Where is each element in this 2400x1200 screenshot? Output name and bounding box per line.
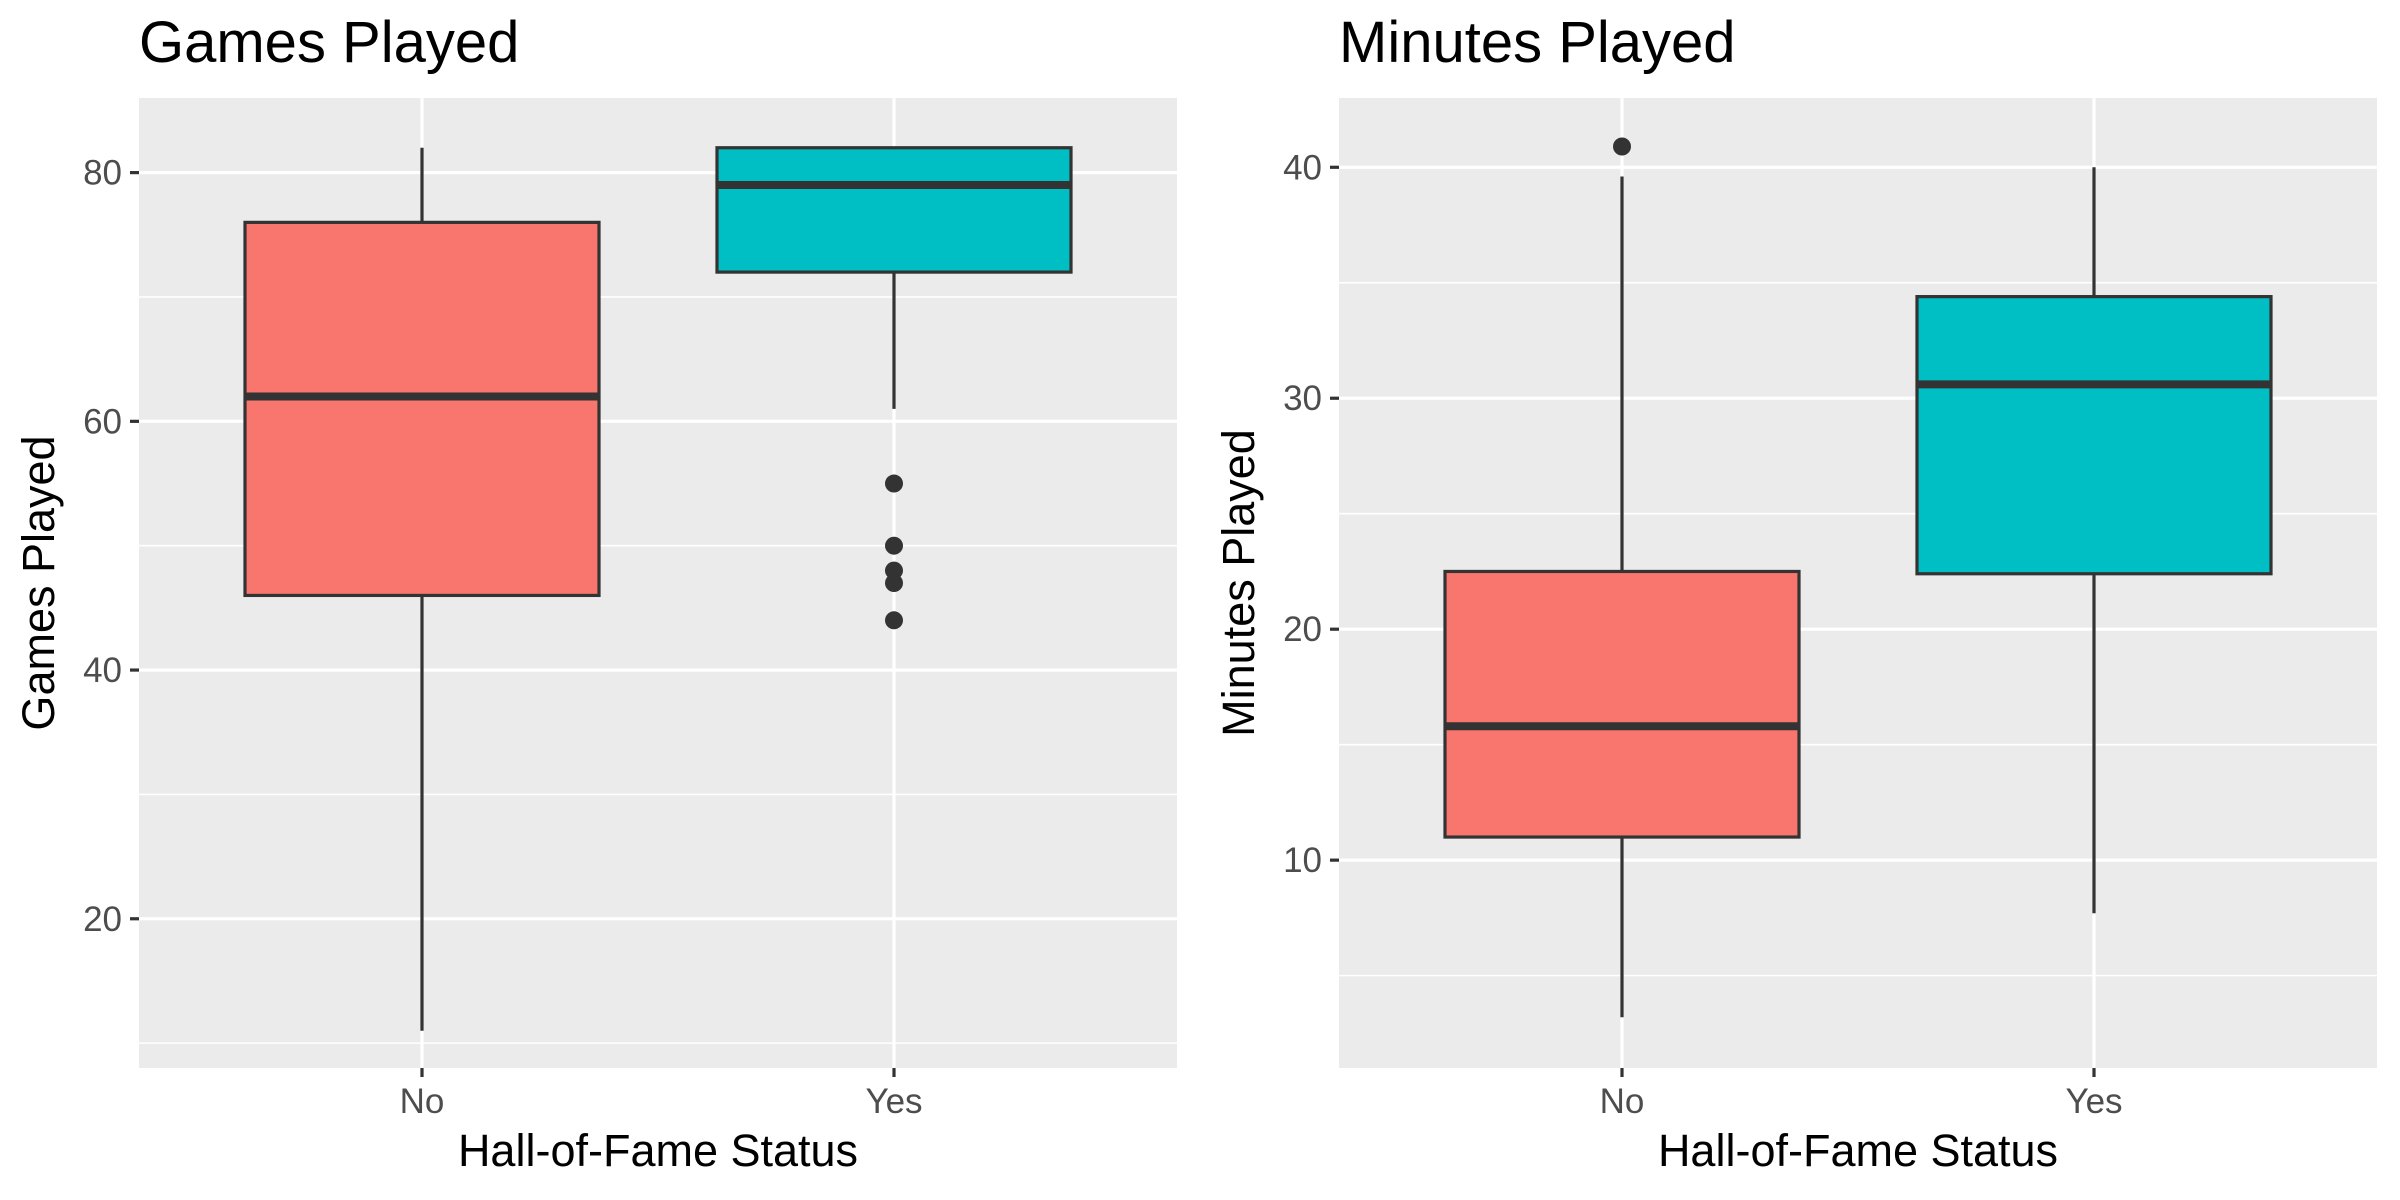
games-played-x-tick-label-yes: Yes [865, 1082, 922, 1121]
minutes-played-panel: Minutes Played 10 20 30 40 No Yes Hall-of-Fam… [1213, 10, 2377, 1176]
games-played-title: Games Played [139, 10, 519, 75]
games-played-y-axis-title: Games Played [13, 435, 64, 730]
games-played-yes-outlier-point [885, 474, 903, 493]
games-played-yes-outlier-point [885, 611, 903, 630]
games-played-yes-outlier-point [885, 561, 903, 580]
games-played-axes: 20 40 60 80 No Yes [83, 154, 922, 1121]
minutes-played-no-outlier-point [1613, 137, 1631, 156]
minutes-played-y-tick-label: 20 [1283, 610, 1322, 649]
games-played-yes-outlier-point [885, 536, 903, 555]
minutes-played-x-tick-label-yes: Yes [2065, 1082, 2122, 1121]
minutes-played-no-box [1443, 569, 1801, 839]
minutes-played-x-axis-title: Hall-of-Fame Status [1658, 1125, 2058, 1176]
minutes-played-boxes [1443, 137, 2273, 1018]
minutes-played-y-tick-label: 40 [1283, 148, 1322, 187]
games-played-boxes [243, 146, 1073, 1031]
games-played-x-tick-label-no: No [400, 1082, 445, 1121]
games-played-y-tick-label: 80 [83, 154, 122, 193]
minutes-played-y-axis-title: Minutes Played [1213, 429, 1264, 737]
games-played-y-tick-label: 60 [83, 402, 122, 441]
games-played-y-tick-label: 20 [83, 900, 122, 939]
minutes-played-yes-box [1915, 295, 2273, 576]
games-played-panel: Games Played 20 40 60 80 No Yes Hall-of-Fame … [13, 10, 1177, 1176]
games-played-y-tick-label: 40 [83, 651, 122, 690]
games-played-x-axis-title: Hall-of-Fame Status [458, 1125, 858, 1176]
games-played-no-box [243, 220, 601, 598]
minutes-played-x-tick-label-no: No [1600, 1082, 1645, 1121]
minutes-played-y-tick-label: 10 [1283, 841, 1322, 880]
games-played-yes-outlier-point [885, 574, 903, 592]
minutes-played-axes: 10 20 30 40 No Yes [1283, 148, 2122, 1121]
minutes-played-y-tick-label: 30 [1283, 379, 1322, 418]
games-played-yes-box [715, 146, 1073, 274]
minutes-played-title: Minutes Played [1339, 10, 1736, 75]
